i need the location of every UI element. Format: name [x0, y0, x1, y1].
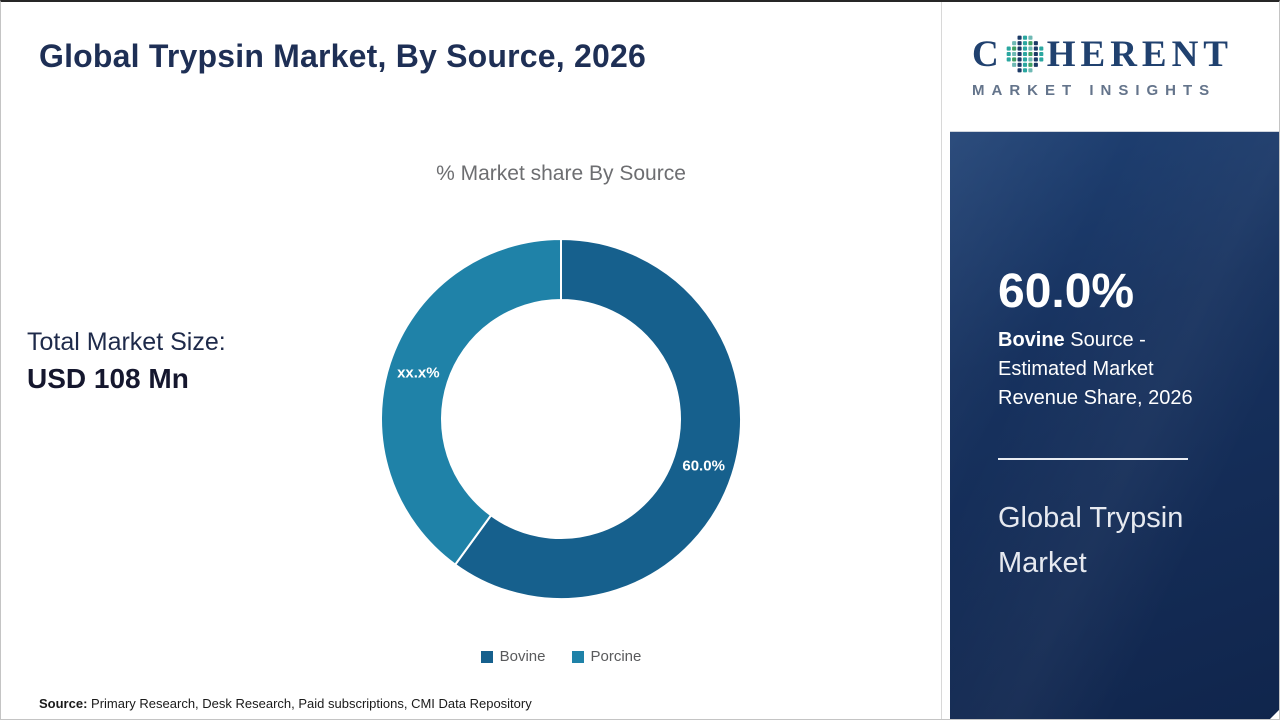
globe-logo-icon	[1006, 35, 1044, 72]
slice-label-bovine: 60.0%	[682, 457, 725, 474]
legend-item-bovine: Bovine	[480, 648, 546, 665]
donut-slice-bovine	[453, 237, 742, 600]
source-label: Source:	[39, 696, 88, 711]
sidebar-panel: C HERENT MARKET INSIGHTS 60.0% Bovine So…	[950, 2, 1279, 719]
legend-swatch-porcine	[571, 650, 584, 663]
stat-category: Bovine	[998, 329, 1065, 351]
source-text: Primary Research, Desk Research, Paid su…	[87, 696, 532, 711]
source-note: Source: Primary Research, Desk Research,…	[39, 696, 532, 711]
brand-logo: C HERENT MARKET INSIGHTS	[950, 2, 1279, 132]
brand-subtitle: MARKET INSIGHTS	[972, 81, 1217, 99]
chart-legend: Bovine Porcine	[371, 648, 751, 665]
stat-value: 60.0%	[998, 265, 1135, 318]
total-market-size-value: USD 108 Mn	[27, 363, 189, 394]
stat-description: Bovine Source - Estimated Market Revenue…	[998, 326, 1220, 413]
slice-label-porcine: xx.x%	[397, 365, 440, 382]
total-market-size-label: Total Market Size:	[27, 328, 226, 356]
donut-chart: 60.0% xx.x%	[371, 229, 751, 609]
panel-title: Global Trypsin Market	[998, 502, 1184, 579]
legend-label-bovine: Bovine	[499, 648, 546, 665]
page-title: Global Trypsin Market, By Source, 2026	[39, 38, 646, 74]
corner-notch	[1267, 708, 1279, 719]
divider-line	[998, 458, 1188, 460]
brand-letter-c: C	[972, 34, 1004, 75]
donut-slice-porcine	[380, 237, 562, 567]
legend-label-porcine: Porcine	[590, 648, 642, 665]
legend-swatch-bovine	[480, 650, 493, 663]
brand-wordmark: C HERENT	[972, 35, 1265, 75]
chart-title: % Market share By Source	[436, 162, 686, 185]
legend-item-porcine: Porcine	[571, 648, 642, 665]
stat-rest: Source - Estimated Market Revenue Share,…	[998, 329, 1193, 409]
total-market-size-block: Total Market Size: USD 108 Mn	[27, 328, 226, 395]
chart-area: Global Trypsin Market, By Source, 2026 %…	[1, 2, 942, 719]
brand-letters-rest: HERENT	[1046, 34, 1233, 75]
donut-chart-svg: 60.0% xx.x%	[380, 237, 742, 600]
